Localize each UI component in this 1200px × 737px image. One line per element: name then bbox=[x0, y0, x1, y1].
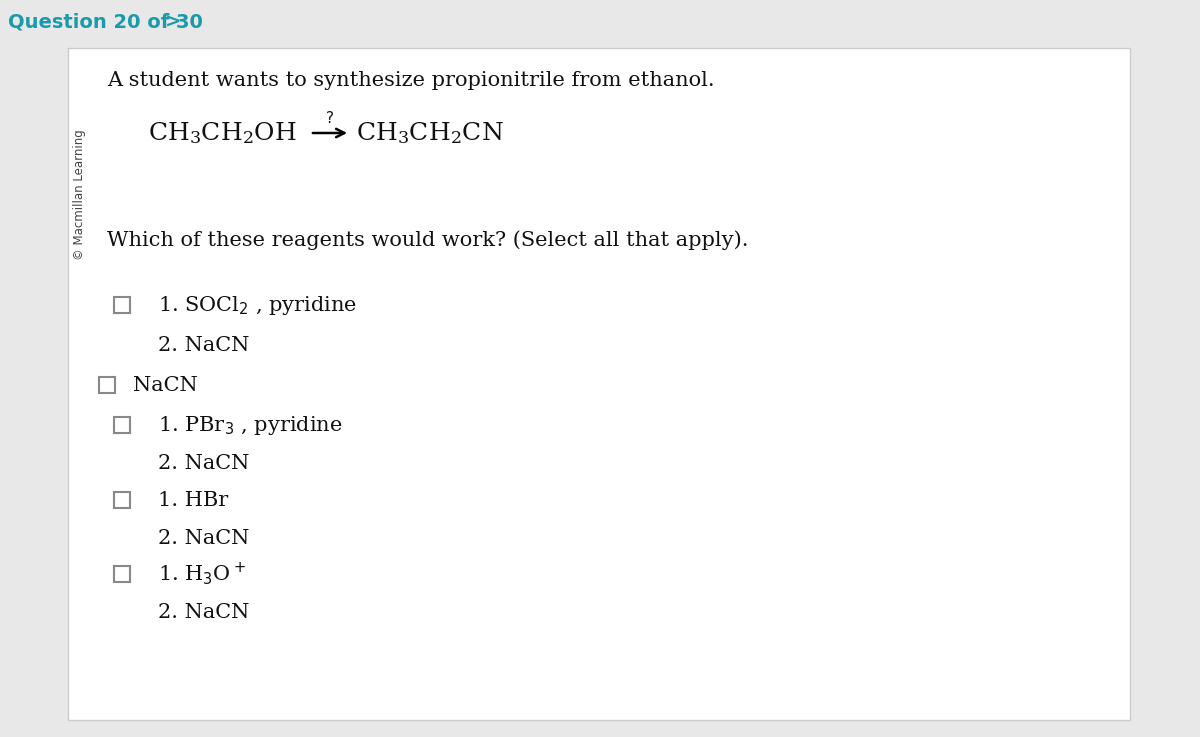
Text: $\mathregular{CH_3CH_2CN}$: $\mathregular{CH_3CH_2CN}$ bbox=[356, 120, 504, 146]
Text: Question 20 of 30: Question 20 of 30 bbox=[8, 13, 203, 32]
Bar bbox=[98, 377, 115, 393]
Bar bbox=[68, 48, 1130, 720]
Bar bbox=[114, 566, 130, 582]
Bar bbox=[114, 297, 130, 313]
Text: >: > bbox=[166, 13, 181, 32]
Bar bbox=[114, 492, 130, 508]
Text: ?: ? bbox=[326, 111, 334, 125]
Text: 1. SOCl$_2$ , pyridine: 1. SOCl$_2$ , pyridine bbox=[158, 293, 358, 316]
Text: © Macmillan Learning: © Macmillan Learning bbox=[73, 130, 86, 260]
Text: 2. NaCN: 2. NaCN bbox=[158, 528, 250, 548]
Text: 1. PBr$_3$ , pyridine: 1. PBr$_3$ , pyridine bbox=[158, 413, 342, 436]
Text: 1. HBr: 1. HBr bbox=[158, 491, 228, 509]
Text: 2. NaCN: 2. NaCN bbox=[158, 603, 250, 621]
Text: 1. H$_3$O$^+$: 1. H$_3$O$^+$ bbox=[158, 561, 246, 587]
Bar bbox=[114, 417, 130, 433]
Text: A student wants to synthesize propionitrile from ethanol.: A student wants to synthesize propionitr… bbox=[107, 71, 715, 89]
Text: $\mathregular{CH_3CH_2OH}$: $\mathregular{CH_3CH_2OH}$ bbox=[148, 120, 296, 146]
Text: 2. NaCN: 2. NaCN bbox=[158, 335, 250, 354]
Text: NaCN: NaCN bbox=[133, 375, 198, 394]
Text: 2. NaCN: 2. NaCN bbox=[158, 453, 250, 472]
Text: Which of these reagents would work? (Select all that apply).: Which of these reagents would work? (Sel… bbox=[107, 230, 749, 250]
